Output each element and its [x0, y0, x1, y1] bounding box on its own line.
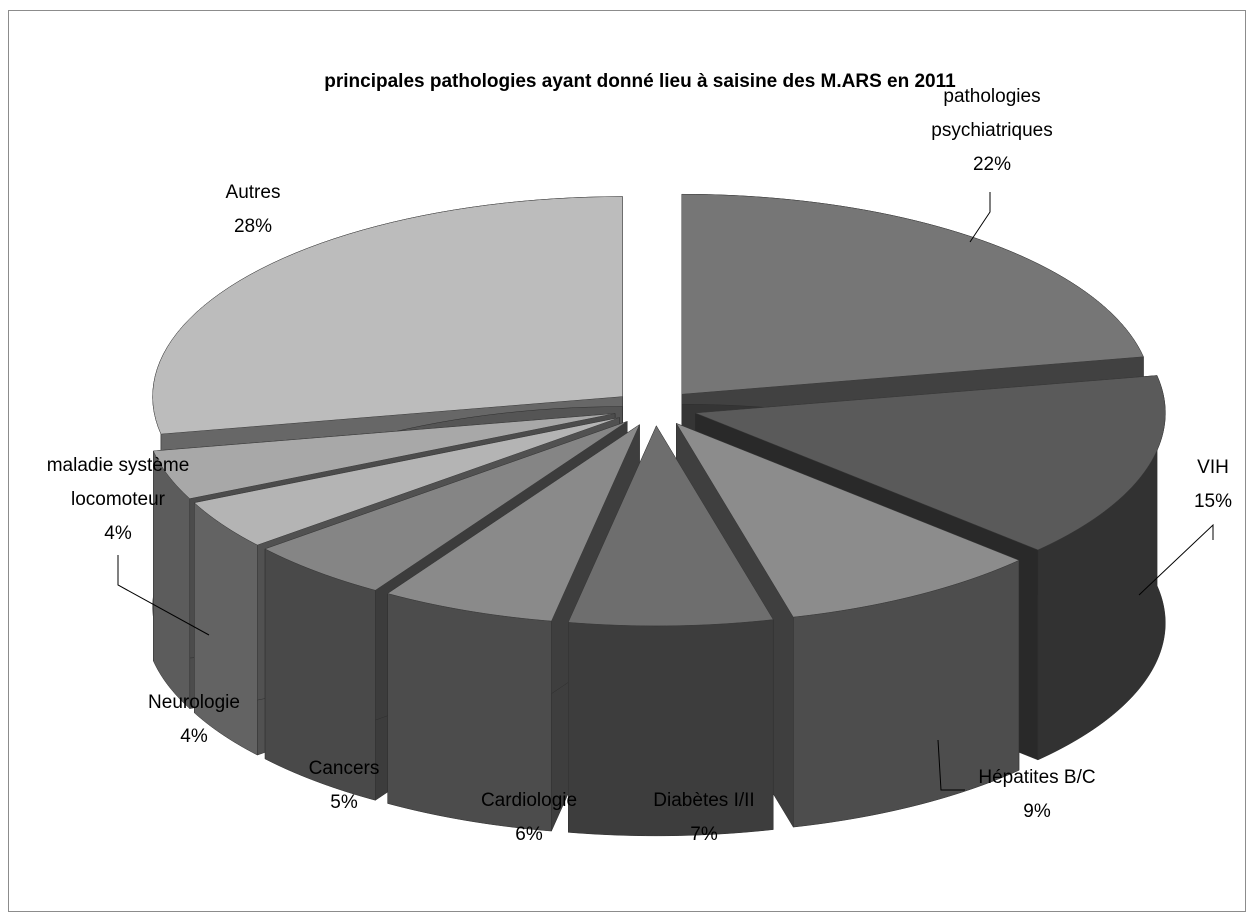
slice-value-label: 28%: [234, 216, 272, 237]
leader-line-7: [117, 555, 210, 636]
slice-label-6: Neurologie 4%: [148, 692, 240, 747]
slice-name-label: Hépatites B/C: [978, 767, 1095, 788]
slice-name-label: Cancers: [309, 758, 380, 779]
slice-name-label: Diabètes I/II: [653, 790, 754, 811]
slice-value-label: 7%: [690, 824, 718, 845]
leader-line-0: [969, 192, 991, 243]
slice-name-label: Neurologie: [148, 692, 240, 713]
slice-value-label: 6%: [515, 824, 543, 845]
slice-labels: pathologies psychiatriques 22% VIH 15% Hépati…: [47, 86, 1232, 845]
pie-slice-top: [681, 193, 1144, 395]
slice-label-7: maladie système locomoteur 4%: [47, 455, 190, 544]
pie-slice-side: [194, 502, 258, 756]
slice-value-label: 22%: [973, 154, 1011, 175]
slice-value-label: 9%: [1023, 801, 1051, 822]
slice-name-label: psychiatriques: [931, 120, 1052, 141]
slice-value-label: 5%: [330, 792, 358, 813]
pie-slice-top: [264, 421, 628, 591]
slice-name-label: pathologies: [943, 86, 1040, 107]
slice-name-label: Cardiologie: [481, 790, 577, 811]
slice-label-5: Cancers 5%: [309, 758, 380, 813]
pie-slice-top: [387, 423, 641, 622]
slice-name-label: VIH: [1197, 457, 1229, 478]
pie-slice-top: [193, 417, 620, 546]
pie-slices: [152, 193, 1166, 837]
leader-line-1: [1138, 523, 1214, 596]
leader-line-2: [937, 739, 965, 791]
slice-label-4: Cardiologie 6%: [481, 790, 577, 845]
pie-slice-top: [695, 375, 1166, 551]
slice-label-3: Diabètes I/II 7%: [653, 790, 754, 845]
chart-title: principales pathologies ayant donné lieu…: [324, 71, 956, 92]
slice-name-label: Autres: [226, 182, 281, 203]
slice-name-label: locomoteur: [71, 489, 166, 510]
slice-label-8: Autres 28%: [226, 182, 281, 237]
slice-label-1: VIH 15%: [1194, 457, 1232, 512]
pie-slice-top: [153, 413, 616, 499]
slice-value-label: 15%: [1194, 491, 1232, 512]
pie-slice-top: [152, 196, 623, 435]
pie-slice-3: [567, 424, 774, 837]
slice-name-label: maladie système: [47, 455, 190, 476]
slice-label-0: pathologies psychiatriques 22%: [931, 86, 1052, 175]
slice-label-2: Hépatites B/C 9%: [978, 767, 1095, 822]
slice-value-label: 4%: [180, 726, 208, 747]
leader-lines: [117, 192, 1214, 791]
pie-slice-top: [675, 422, 1020, 618]
pie-slice-top: [567, 425, 774, 627]
slice-value-label: 4%: [104, 523, 132, 544]
